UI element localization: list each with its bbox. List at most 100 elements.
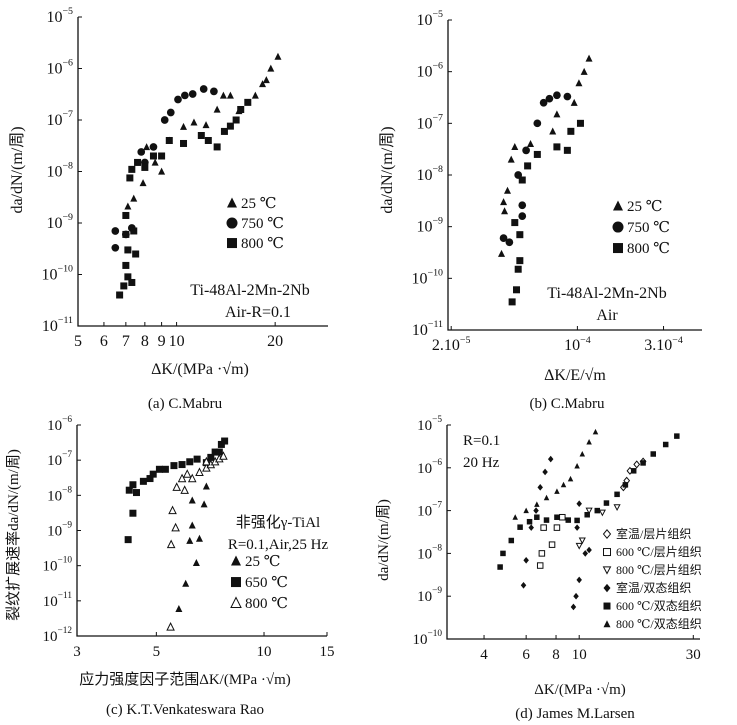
data-point — [505, 238, 514, 247]
series-2 — [508, 119, 584, 306]
data-point — [497, 564, 503, 570]
data-point — [520, 581, 527, 589]
y-tick-exponent: −11 — [428, 319, 443, 330]
y-tick-label: 10−11 — [42, 315, 73, 335]
panel-caption: (c) K.T.Venkateswara Rao — [106, 702, 264, 718]
data-point — [188, 496, 196, 504]
y-tick-base: 10 — [417, 546, 432, 562]
y-tick-label: 10−11 — [412, 319, 443, 339]
data-point — [499, 234, 508, 242]
y-tick-exponent: −5 — [432, 415, 442, 425]
data-point — [129, 481, 137, 489]
legend-marker — [603, 602, 611, 610]
y-tick-label: 10−9 — [46, 212, 73, 232]
y-tick-label: 10−8 — [47, 485, 72, 504]
y-tick-exponent: −8 — [432, 543, 442, 553]
data-point — [186, 536, 194, 544]
y-tick-label: 10−7 — [417, 501, 442, 520]
x-tick-base: 15 — [320, 644, 335, 660]
data-point — [128, 165, 136, 173]
x-tick-label: 10 — [169, 333, 185, 350]
x-axis-label: ΔK/(MPa ·√m) — [151, 361, 249, 378]
y-tick-label: 10−7 — [47, 450, 72, 469]
y-tick-label: 10−8 — [417, 543, 442, 562]
data-point — [543, 517, 550, 523]
data-point — [585, 507, 593, 515]
y-tick-base: 10 — [46, 112, 62, 129]
annotation: R=0.1,Air,25 Hz — [228, 537, 329, 553]
y-tick-base: 10 — [416, 12, 432, 29]
legend-marker — [227, 238, 237, 249]
x-tick-label: 6 — [100, 333, 108, 350]
y-tick-label: 10−6 — [46, 58, 73, 78]
data-point — [592, 428, 599, 435]
data-point — [501, 207, 509, 215]
data-point — [511, 219, 519, 227]
data-point — [547, 455, 554, 463]
y-tick-label: 10−10 — [42, 264, 74, 284]
x-tick-label: 3 — [73, 644, 81, 660]
data-point — [251, 91, 259, 99]
data-point — [553, 524, 561, 531]
y-tick-exponent: −10 — [57, 556, 72, 566]
y-tick-exponent: −7 — [62, 450, 72, 460]
y-tick-exponent: −8 — [432, 164, 443, 175]
data-point — [192, 559, 200, 567]
y-tick-base: 10 — [47, 418, 62, 434]
series-4 — [497, 433, 680, 570]
data-point — [174, 95, 182, 104]
legend-marker — [602, 529, 612, 540]
data-point — [574, 517, 580, 524]
annotation: 非强化γ-TiAl — [236, 514, 320, 531]
data-point — [622, 482, 629, 488]
annotation: Air — [596, 307, 618, 324]
data-point — [573, 592, 579, 600]
data-point — [274, 52, 282, 60]
data-point — [180, 139, 188, 147]
data-point — [267, 64, 275, 72]
data-point — [518, 212, 527, 220]
data-point — [204, 136, 212, 144]
y-tick-base: 10 — [43, 594, 58, 610]
data-point — [132, 250, 140, 258]
data-point — [533, 507, 539, 514]
legend-label: 800 ℃/双态组织 — [616, 617, 702, 631]
data-point — [124, 202, 132, 210]
panel-caption: (a) C.Mabru — [148, 396, 223, 412]
data-point — [514, 265, 522, 273]
series-1 — [499, 91, 572, 247]
x-tick-base: 3 — [73, 644, 81, 660]
data-point — [518, 201, 527, 210]
y-tick-label: 10−10 — [412, 629, 442, 648]
data-point — [500, 550, 506, 557]
series-0 — [124, 52, 282, 210]
data-point — [186, 458, 194, 466]
data-point — [549, 127, 557, 135]
y-tick-label: 10−9 — [416, 216, 443, 236]
y-tick-base: 10 — [42, 559, 57, 575]
data-point — [523, 507, 529, 514]
data-point — [567, 475, 574, 482]
data-point — [202, 482, 210, 490]
data-point — [219, 91, 227, 99]
y-tick-exponent: −7 — [62, 109, 73, 120]
data-point — [215, 448, 223, 456]
data-point — [580, 67, 588, 75]
y-tick-base: 10 — [416, 167, 432, 184]
x-tick-label: 3.10−4 — [644, 335, 683, 354]
data-point — [188, 521, 196, 529]
data-point — [158, 152, 166, 160]
series-0 — [175, 482, 210, 613]
data-point — [498, 249, 506, 257]
data-point — [614, 491, 620, 498]
axis-lines — [447, 20, 702, 331]
data-point — [116, 291, 124, 299]
panel-caption: (b) C.Mabru — [530, 396, 605, 412]
legend-label: 室温/层片组织 — [616, 526, 691, 541]
data-point — [180, 122, 188, 130]
data-point — [524, 162, 532, 170]
data-point — [122, 261, 130, 269]
data-point — [536, 562, 544, 569]
